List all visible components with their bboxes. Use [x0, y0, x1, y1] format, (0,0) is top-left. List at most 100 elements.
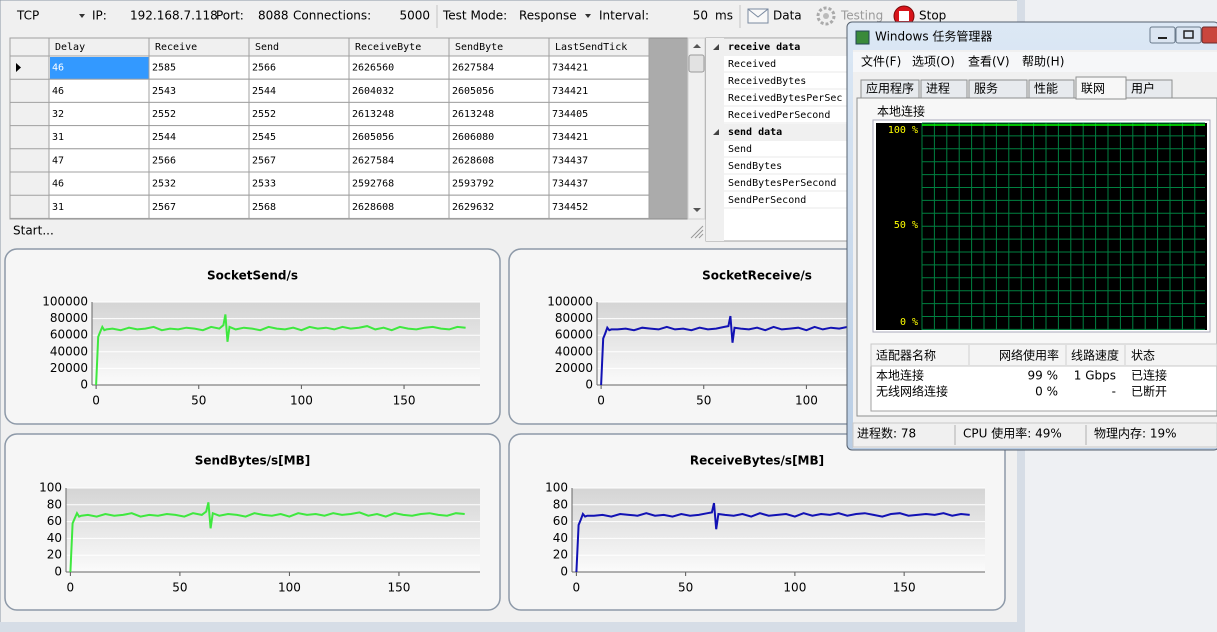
status-item: 物理内存: 19%: [1094, 427, 1177, 441]
table-cell[interactable]: 734405: [552, 109, 588, 120]
column-header[interactable]: 状态: [1131, 349, 1155, 363]
table-cell[interactable]: 2606080: [452, 132, 494, 143]
table-cell[interactable]: 2626560: [352, 63, 394, 74]
tab-label[interactable]: 服务: [974, 81, 998, 96]
adapter-cell[interactable]: 1 Gbps: [1074, 369, 1116, 383]
table-cell[interactable]: 2544: [152, 132, 176, 143]
table-cell[interactable]: 2628608: [352, 202, 394, 213]
table-cell[interactable]: 46: [52, 63, 64, 74]
x-tick-label: 50: [678, 581, 693, 595]
property-name[interactable]: ReceivedBytesPerSec: [728, 93, 842, 104]
stop-button[interactable]: Stop: [919, 9, 946, 23]
table-cell[interactable]: 2552: [252, 109, 276, 120]
table-cell[interactable]: 2532: [152, 179, 176, 190]
table-cell[interactable]: 46: [52, 86, 64, 97]
column-header[interactable]: SendByte: [455, 42, 503, 53]
property-name[interactable]: SendPerSecond: [728, 195, 806, 206]
adapter-cell[interactable]: 无线网络连接: [876, 384, 948, 399]
table-cell[interactable]: 2544: [252, 86, 276, 97]
column-header[interactable]: LastSendTick: [555, 42, 627, 53]
port-field[interactable]: 8088: [258, 9, 289, 23]
column-header[interactable]: ReceiveByte: [355, 42, 421, 53]
table-cell[interactable]: 2593792: [452, 179, 494, 190]
table-cell[interactable]: 31: [52, 202, 64, 213]
x-tick-label: 100: [795, 394, 818, 408]
table-cell[interactable]: 2585: [152, 63, 176, 74]
table-cell[interactable]: 2566: [252, 63, 276, 74]
tab-label[interactable]: 联网: [1081, 82, 1105, 96]
y-tick-label: 20000: [555, 361, 593, 375]
table-cell[interactable]: 2604032: [352, 86, 394, 97]
menu-item[interactable]: 查看(V): [968, 55, 1010, 69]
plot-area: [572, 488, 985, 572]
property-name[interactable]: ReceivedPerSecond: [728, 110, 830, 121]
table-cell[interactable]: 47: [52, 155, 64, 166]
table-cell[interactable]: 2629632: [452, 202, 494, 213]
column-header[interactable]: 网络使用率: [999, 348, 1059, 363]
connections-field[interactable]: 5000: [399, 9, 430, 23]
menu-item[interactable]: 帮助(H): [1022, 55, 1064, 69]
tab-label[interactable]: 用户: [1131, 81, 1155, 96]
table-cell[interactable]: 2566: [152, 155, 176, 166]
label: Test Mode:: [442, 9, 507, 23]
ip-field[interactable]: 192.168.7.118: [130, 9, 218, 23]
adapter-cell[interactable]: 99 %: [1028, 369, 1059, 383]
tab-label[interactable]: 进程: [926, 81, 950, 96]
table-cell[interactable]: 46: [52, 179, 64, 190]
table-cell[interactable]: 734437: [552, 179, 588, 190]
interval-field[interactable]: 50: [693, 9, 708, 23]
tab-label[interactable]: 应用程序: [866, 81, 914, 96]
x-tick-label: 150: [393, 394, 416, 408]
table-cell[interactable]: 31: [52, 132, 64, 143]
menu-item[interactable]: 选项(O): [912, 55, 955, 69]
table-cell[interactable]: 2567: [252, 155, 276, 166]
table-cell[interactable]: 734421: [552, 132, 588, 143]
column-header[interactable]: Delay: [55, 42, 85, 53]
table-cell[interactable]: 2543: [152, 86, 176, 97]
table-cell[interactable]: 734452: [552, 202, 588, 213]
table-cell[interactable]: 2605056: [352, 132, 394, 143]
table-cell[interactable]: 2605056: [452, 86, 494, 97]
table-cell[interactable]: 2533: [252, 179, 276, 190]
adapter-cell[interactable]: 本地连接: [876, 368, 924, 383]
property-name[interactable]: ReceivedBytes: [728, 76, 806, 87]
group-title[interactable]: receive data: [728, 41, 800, 53]
table-cell[interactable]: 2627584: [452, 63, 494, 74]
adapter-cell[interactable]: 已连接: [1131, 368, 1167, 383]
property-name[interactable]: SendBytesPerSecond: [728, 178, 836, 189]
table-cell[interactable]: 2545: [252, 132, 276, 143]
column-header[interactable]: 适配器名称: [876, 348, 936, 363]
property-name[interactable]: SendBytes: [728, 161, 782, 172]
table-cell[interactable]: 734437: [552, 155, 588, 166]
group-title[interactable]: send data: [728, 127, 782, 138]
table-cell[interactable]: 2613248: [452, 109, 494, 120]
table-cell[interactable]: 734421: [552, 63, 588, 74]
chart-title: SendBytes/s[MB]: [195, 454, 310, 468]
table-cell[interactable]: 2568: [252, 202, 276, 213]
y-tick-label: 40000: [555, 344, 593, 358]
table-cell[interactable]: 734421: [552, 86, 588, 97]
table-cell[interactable]: 2567: [152, 202, 176, 213]
column-header[interactable]: Send: [255, 42, 279, 53]
table-cell[interactable]: 2592768: [352, 179, 394, 190]
table-cell[interactable]: 2613248: [352, 109, 394, 120]
table-cell[interactable]: 2628608: [452, 155, 494, 166]
data-button[interactable]: Data: [773, 9, 802, 23]
table-cell[interactable]: 32: [52, 109, 64, 120]
property-name[interactable]: Received: [728, 59, 776, 70]
adapter-cell[interactable]: -: [1112, 385, 1116, 399]
tab-label[interactable]: 性能: [1034, 82, 1058, 96]
property-name[interactable]: Send: [728, 144, 752, 155]
testing-button[interactable]: Testing: [840, 9, 883, 23]
test-mode-combo[interactable]: Response: [519, 9, 577, 23]
protocol-combo[interactable]: TCP: [16, 9, 39, 23]
menu-item[interactable]: 文件(F): [861, 54, 901, 69]
column-header[interactable]: Receive: [155, 42, 197, 53]
adapter-cell[interactable]: 已断开: [1131, 384, 1167, 399]
y-tick-label: 100: [39, 481, 62, 495]
tab: [1125, 79, 1173, 99]
adapter-cell[interactable]: 0 %: [1035, 385, 1058, 399]
table-cell[interactable]: 2552: [152, 109, 176, 120]
table-cell[interactable]: 2627584: [352, 155, 394, 166]
column-header[interactable]: 线路速度: [1071, 348, 1119, 363]
